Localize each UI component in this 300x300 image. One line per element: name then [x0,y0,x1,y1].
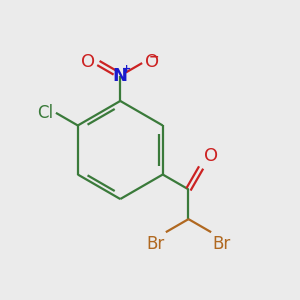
Text: O: O [204,146,218,164]
Text: N: N [113,67,128,85]
Text: O: O [81,52,95,70]
Text: +: + [122,64,131,74]
Text: Br: Br [146,235,164,253]
Text: O: O [145,52,159,70]
Text: Cl: Cl [37,104,53,122]
Text: Br: Br [213,235,231,253]
Text: −: − [149,50,159,63]
